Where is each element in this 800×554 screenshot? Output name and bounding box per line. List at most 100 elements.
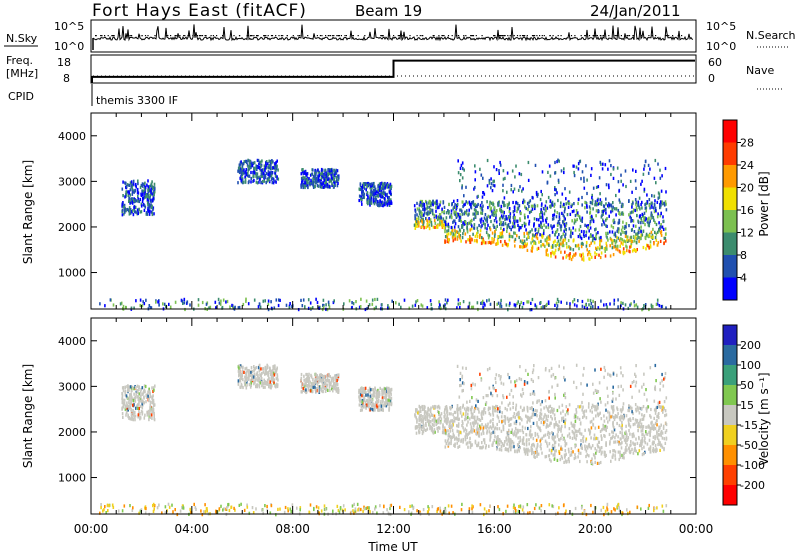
echo-cell (560, 201, 562, 205)
echo-cell (363, 398, 366, 402)
echo-cell (605, 218, 607, 222)
echo-cell (622, 230, 624, 234)
echo-cell (381, 408, 383, 412)
echo-cell (465, 442, 468, 446)
echo-cell (515, 219, 517, 223)
echo-cell (496, 302, 498, 306)
echo-cell (600, 202, 603, 206)
echo-cell (180, 298, 183, 302)
echo-cell (514, 175, 516, 179)
echo-cell (605, 303, 608, 307)
echo-cell (614, 244, 616, 248)
echo-cell (266, 371, 269, 375)
echo-cell (121, 393, 124, 397)
echo-cell (261, 168, 263, 172)
echo-cell (527, 300, 530, 304)
nsearch-dot (458, 35, 460, 37)
nsearch-dot (442, 35, 444, 37)
echo-cell (545, 200, 548, 204)
echo-cell (646, 193, 648, 197)
echo-cell (375, 198, 378, 202)
echo-cell (526, 409, 529, 413)
echo-cell (125, 190, 128, 194)
echo-cell (383, 403, 385, 407)
echo-cell (582, 410, 585, 414)
echo-cell (623, 438, 626, 442)
echo-cell (588, 243, 591, 248)
echo-cell (382, 407, 384, 411)
echo-cell (474, 164, 476, 168)
echo-cell (430, 412, 433, 416)
echo-cell (664, 200, 667, 204)
echo-cell (660, 305, 663, 309)
echo-cell (664, 430, 667, 434)
echo-cell (150, 413, 153, 417)
echo-cell (128, 404, 130, 408)
echo-cell (317, 178, 320, 182)
echo-cell (378, 202, 380, 206)
echo-cell (367, 196, 369, 200)
echo-cell (658, 227, 660, 231)
echo-cell (546, 418, 549, 422)
echo-cell (314, 173, 317, 177)
echo-cell (540, 244, 542, 248)
echo-cell (251, 374, 254, 378)
echo-cell (479, 235, 481, 239)
echo-cell (658, 192, 661, 196)
echo-cell (563, 215, 565, 219)
echo-cell (592, 299, 594, 303)
echo-cell (660, 203, 662, 207)
echo-cell (496, 238, 499, 242)
echo-cell (458, 215, 461, 219)
echo-cell (328, 184, 330, 188)
echo-cell (600, 452, 603, 456)
echo-cell (421, 431, 424, 436)
echo-cell (461, 419, 464, 424)
echo-cell (244, 367, 246, 371)
echo-cell (269, 167, 272, 171)
echo-cell (470, 206, 473, 210)
echo-cell (630, 235, 632, 239)
echo-cell (456, 202, 459, 207)
echo-cell (521, 418, 523, 422)
echo-cell (311, 172, 314, 176)
echo-cell (624, 234, 627, 238)
echo-cell (567, 238, 570, 243)
echo-cell (513, 216, 516, 220)
echo-cell (533, 455, 535, 459)
echo-cell (503, 203, 505, 207)
echo-cell (442, 217, 445, 221)
echo-cell (276, 164, 278, 168)
echo-cell (126, 385, 128, 389)
echo-cell (558, 233, 560, 237)
echo-cell (152, 187, 154, 191)
echo-cell (447, 429, 449, 433)
echo-cell (300, 385, 303, 389)
echo-cell (493, 179, 495, 183)
echo-cell (655, 449, 657, 453)
echo-cell (464, 202, 466, 206)
echo-cell (562, 256, 564, 260)
echo-cell (430, 220, 433, 225)
echo-cell (539, 414, 541, 419)
nsearch-dot (297, 35, 299, 37)
echo-cell (319, 181, 322, 185)
echo-cell (544, 204, 547, 208)
echo-cell (477, 422, 479, 426)
nsearch-dot (154, 35, 156, 37)
echo-cell (622, 220, 624, 224)
echo-cell (388, 203, 391, 207)
echo-cell (502, 210, 504, 214)
echo-cell (504, 242, 506, 246)
echo-cell (330, 172, 332, 177)
echo-cell (321, 378, 323, 382)
echo-cell (130, 398, 133, 402)
echo-cell (129, 417, 132, 421)
echo-cell (278, 298, 280, 302)
echo-cell (301, 382, 303, 386)
echo-cell (377, 388, 379, 392)
echo-cell (592, 186, 595, 190)
echo-cell (137, 197, 139, 201)
echo-cell (319, 183, 322, 188)
echo-cell (391, 299, 393, 303)
